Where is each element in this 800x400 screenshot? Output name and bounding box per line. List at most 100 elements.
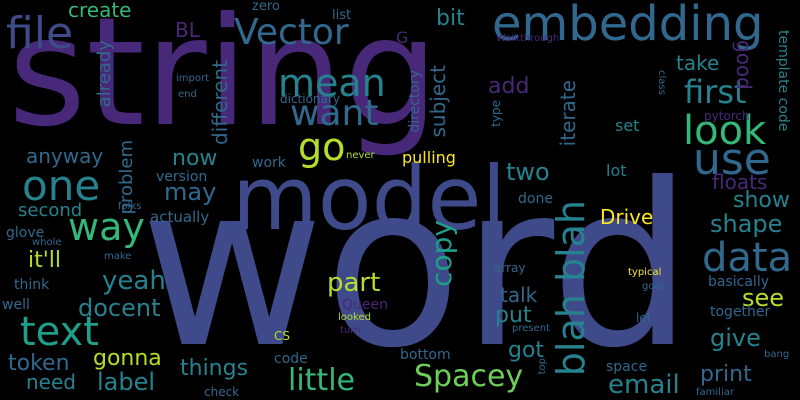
- word-lot: lot: [606, 161, 627, 180]
- word-different: different: [208, 60, 232, 145]
- word-copy: copy: [425, 220, 458, 287]
- word-data: data: [702, 235, 793, 281]
- word-one: one: [22, 161, 101, 210]
- word-word: word: [140, 136, 694, 398]
- word-work: work: [252, 155, 286, 171]
- word-well: well: [2, 297, 30, 313]
- word-import: import: [176, 73, 210, 84]
- word-type: type: [489, 100, 503, 127]
- word-vector: Vector: [234, 12, 349, 53]
- word-gonna: gonna: [93, 346, 162, 371]
- word-bang: bang: [764, 349, 790, 360]
- word-folks: folks: [118, 201, 142, 212]
- word-text: text: [20, 309, 99, 355]
- word-turn: turn: [340, 325, 361, 336]
- word-together: together: [710, 304, 771, 320]
- word-blah-blah: blah blah: [549, 200, 593, 377]
- word-got: got: [508, 338, 545, 363]
- word-show: show: [733, 188, 790, 213]
- word-floats: floats: [712, 170, 768, 194]
- word-give: give: [710, 324, 761, 352]
- word-end: end: [178, 89, 197, 100]
- word-class: class: [656, 70, 667, 95]
- word-version: version: [156, 169, 208, 185]
- word-mean: mean: [278, 61, 386, 105]
- word-actually: actually: [150, 208, 210, 226]
- word-email: email: [608, 370, 680, 400]
- word-queen: Queen: [342, 297, 388, 313]
- word-label: label: [97, 368, 156, 396]
- word-think: think: [14, 277, 50, 293]
- word-code: code: [274, 351, 308, 367]
- word-want: want: [290, 93, 379, 134]
- word-now: now: [172, 146, 218, 171]
- word-subject: subject: [426, 65, 450, 138]
- word-embedding: embedding: [492, 0, 764, 52]
- word-directory: directory: [407, 70, 423, 133]
- word-g: G: [396, 28, 409, 47]
- word-model: model: [232, 147, 507, 250]
- word-bit: bit: [436, 6, 465, 31]
- word-list: list: [332, 8, 352, 23]
- word-file: file: [6, 8, 74, 59]
- word-zero: zero: [252, 0, 280, 14]
- word-itll: it'll: [28, 248, 62, 273]
- word-make: make: [104, 251, 132, 262]
- word-never: never: [346, 150, 375, 161]
- word-walkthrough: Walkthrough: [496, 33, 560, 44]
- word-good: good: [732, 40, 756, 90]
- word-use: use: [693, 134, 771, 185]
- word-talk: talk: [500, 283, 538, 307]
- word-cs: CS: [274, 329, 290, 343]
- word-little: little: [288, 363, 355, 398]
- word-dictionary: dictionary: [280, 92, 340, 106]
- word-go: go: [298, 125, 346, 169]
- word-let: let: [636, 311, 652, 325]
- word-looked: looked: [338, 312, 371, 323]
- word-token: token: [8, 351, 70, 376]
- word-top: top: [537, 358, 548, 375]
- word-add: add: [488, 74, 530, 99]
- word-done: done: [518, 191, 553, 207]
- word-goal: goal: [642, 281, 664, 292]
- word-shape: shape: [710, 210, 783, 238]
- word-print: print: [700, 362, 752, 387]
- word-glove: glove: [6, 225, 45, 241]
- word-whole: whole: [32, 237, 62, 248]
- word-put: put: [495, 303, 532, 328]
- word-look: look: [683, 108, 767, 154]
- word-space: space: [606, 359, 648, 375]
- word-spacey: Spacey: [414, 359, 524, 394]
- word-anyway: anyway: [26, 144, 104, 168]
- word-iterate: iterate: [556, 80, 580, 147]
- word-part: part: [327, 268, 381, 298]
- word-second: second: [18, 200, 83, 221]
- word-create: create: [68, 0, 132, 22]
- word-familiar: familiar: [696, 387, 734, 398]
- word-string: string: [8, 0, 439, 160]
- word-typical: typical: [628, 267, 662, 278]
- word-drive: Drive: [600, 205, 654, 229]
- word-first: first: [684, 73, 747, 111]
- word-two: two: [506, 158, 550, 186]
- word-already: already: [94, 40, 115, 108]
- word-yeah: yeah: [102, 266, 166, 296]
- word-present: present: [512, 323, 551, 334]
- word-bl: BL: [175, 18, 200, 42]
- word-basically: basically: [708, 274, 769, 290]
- word-take: take: [676, 51, 720, 75]
- word-pytorch: pytorch: [704, 109, 750, 123]
- word-set: set: [615, 116, 640, 135]
- word-array: array: [494, 261, 526, 275]
- word-template-code: template code: [775, 30, 791, 132]
- word-things: things: [180, 356, 249, 381]
- word-way: way: [68, 205, 145, 249]
- word-see: see: [742, 284, 785, 312]
- word-need: need: [26, 370, 76, 394]
- word-may: may: [164, 178, 217, 206]
- word-pulling: pulling: [402, 148, 456, 167]
- word-docent: docent: [78, 294, 161, 322]
- word-check: check: [204, 385, 240, 399]
- word-bottom: bottom: [400, 347, 451, 363]
